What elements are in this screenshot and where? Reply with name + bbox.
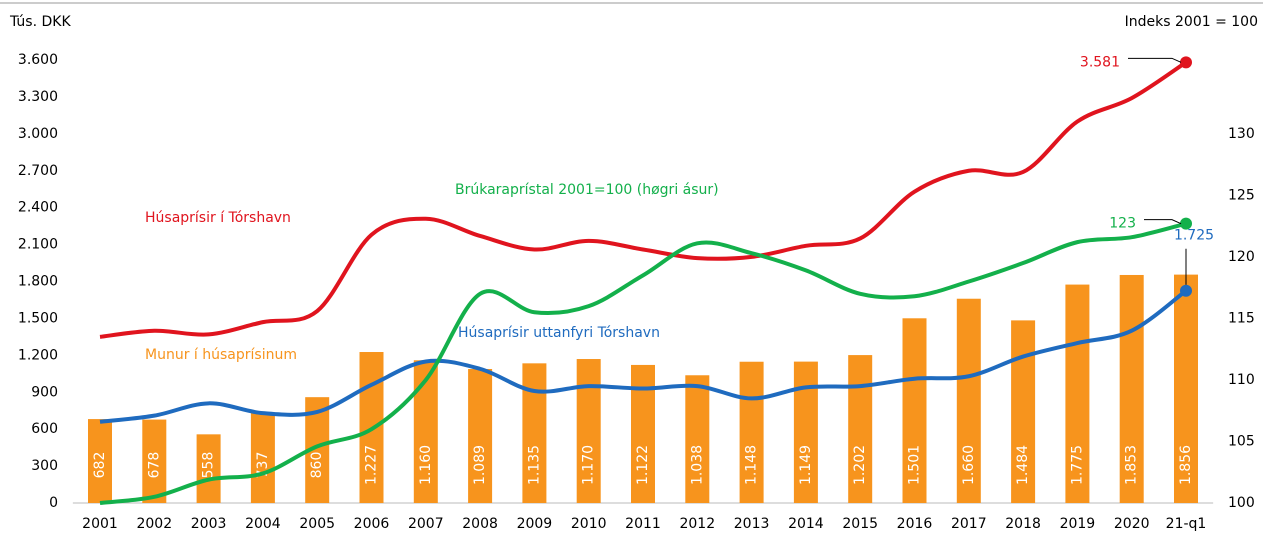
series-label: Húsaprísir í Tórshavn bbox=[145, 210, 291, 226]
x-tick-label: 2017 bbox=[951, 516, 987, 532]
y2-tick-label: 100 bbox=[1228, 495, 1255, 511]
x-tick-label: 2015 bbox=[842, 516, 878, 532]
x-tick-label: 2013 bbox=[734, 516, 770, 532]
y-tick-label: 1.500 bbox=[18, 310, 58, 326]
bar-value-label: 1.135 bbox=[526, 445, 542, 485]
bar bbox=[250, 412, 275, 503]
series-label: Brúkaraprístal 2001=100 (høgri ásur) bbox=[455, 182, 719, 198]
bar bbox=[576, 359, 601, 503]
bar-value-label: 558 bbox=[201, 452, 217, 479]
bar-value-label: 1.038 bbox=[689, 445, 705, 485]
bar-value-label: 1.170 bbox=[581, 445, 597, 485]
x-tick-label: 2004 bbox=[245, 516, 281, 532]
bar-value-label: 1.853 bbox=[1124, 445, 1140, 485]
y-tick-label: 1.200 bbox=[18, 347, 58, 363]
bar bbox=[468, 368, 493, 503]
bar-value-label: 1.227 bbox=[364, 445, 380, 485]
series-label: Húsaprísir uttanfyri Tórshavn bbox=[458, 325, 660, 341]
x-tick-label: 2009 bbox=[517, 516, 553, 532]
bar bbox=[1065, 284, 1090, 503]
x-tick-label: 2003 bbox=[191, 516, 227, 532]
series-label: Munur í húsaprísinum bbox=[145, 347, 297, 363]
bar bbox=[1119, 274, 1144, 503]
x-tick-label: 2019 bbox=[1060, 516, 1096, 532]
y2-tick-label: 120 bbox=[1228, 249, 1255, 265]
bar-value-label: 1.484 bbox=[1015, 445, 1031, 485]
end-label: 3.581 bbox=[1080, 54, 1120, 70]
end-point bbox=[1180, 217, 1192, 230]
y2-tick-label: 125 bbox=[1228, 187, 1255, 203]
y2-tick-label: 105 bbox=[1228, 433, 1255, 449]
leader-line bbox=[1144, 219, 1182, 225]
bar-value-label: 1.856 bbox=[1178, 445, 1194, 485]
x-tick-label: 2002 bbox=[136, 516, 172, 532]
x-tick-label: 2008 bbox=[462, 516, 498, 532]
bar-value-label: 1.160 bbox=[418, 445, 434, 485]
bar bbox=[413, 360, 438, 503]
x-tick-label: 2012 bbox=[679, 516, 715, 532]
end-label: 123 bbox=[1109, 216, 1136, 232]
bar-value-label: 1.501 bbox=[907, 445, 923, 485]
bar bbox=[142, 419, 167, 503]
y2-tick-label: 110 bbox=[1228, 372, 1255, 388]
y2-axis-label: Indeks 2001 = 100 bbox=[1125, 14, 1258, 30]
bar-value-label: 860 bbox=[309, 452, 325, 479]
y-axis-label: Tús. DKK bbox=[9, 14, 71, 30]
end-point bbox=[1180, 56, 1192, 69]
bar bbox=[902, 318, 927, 503]
end-label: 1.725 bbox=[1174, 228, 1214, 244]
y-tick-label: 2.100 bbox=[18, 237, 58, 253]
y-tick-label: 600 bbox=[31, 421, 58, 437]
y-tick-label: 2.400 bbox=[18, 200, 58, 216]
bar-value-label: 1.089 bbox=[472, 445, 488, 485]
y2-tick-label: 130 bbox=[1228, 126, 1255, 142]
line bbox=[99, 60, 1188, 339]
x-tick-label: 21-q1 bbox=[1166, 516, 1207, 532]
x-tick-label: 2020 bbox=[1114, 516, 1150, 532]
x-tick-label: 2005 bbox=[299, 516, 335, 532]
line bbox=[99, 221, 1187, 505]
bar-value-label: 1.775 bbox=[1069, 445, 1085, 485]
x-tick-label: 2016 bbox=[897, 516, 933, 532]
bar-value-label: 1.148 bbox=[744, 445, 760, 485]
y-tick-label: 0 bbox=[49, 495, 58, 511]
bar-value-label: 1.122 bbox=[635, 445, 651, 485]
y2-tick-label: 115 bbox=[1228, 310, 1255, 326]
end-point bbox=[1180, 284, 1192, 297]
x-tick-label: 2010 bbox=[571, 516, 607, 532]
y-tick-label: 3.000 bbox=[18, 126, 58, 142]
bar bbox=[1174, 274, 1198, 503]
bar bbox=[196, 434, 221, 503]
bar bbox=[848, 355, 873, 503]
y-tick-label: 2.700 bbox=[18, 163, 58, 179]
line bbox=[99, 289, 1188, 424]
bar-value-label: 1.202 bbox=[852, 445, 868, 485]
bar-value-label: 682 bbox=[92, 452, 108, 479]
bar-value-label: 1.660 bbox=[961, 445, 977, 485]
bar bbox=[1011, 320, 1036, 503]
bar bbox=[522, 363, 547, 503]
leader-line bbox=[1128, 57, 1182, 63]
bar-value-label: 1.149 bbox=[798, 445, 814, 485]
x-tick-label: 2006 bbox=[354, 516, 390, 532]
bar bbox=[685, 375, 710, 503]
y-tick-label: 3.600 bbox=[18, 52, 58, 68]
y-tick-label: 1.800 bbox=[18, 274, 58, 290]
bar bbox=[956, 298, 981, 503]
x-tick-label: 2018 bbox=[1005, 516, 1041, 532]
x-tick-label: 2011 bbox=[625, 516, 661, 532]
x-tick-label: 2001 bbox=[82, 516, 118, 532]
x-tick-label: 2014 bbox=[788, 516, 824, 532]
bar-value-label: 678 bbox=[146, 452, 162, 479]
y-tick-label: 300 bbox=[31, 458, 58, 474]
bar bbox=[739, 361, 764, 503]
bar bbox=[88, 419, 112, 503]
y-tick-label: 900 bbox=[31, 384, 58, 400]
y-tick-label: 3.300 bbox=[18, 89, 58, 105]
x-tick-label: 2007 bbox=[408, 516, 444, 532]
